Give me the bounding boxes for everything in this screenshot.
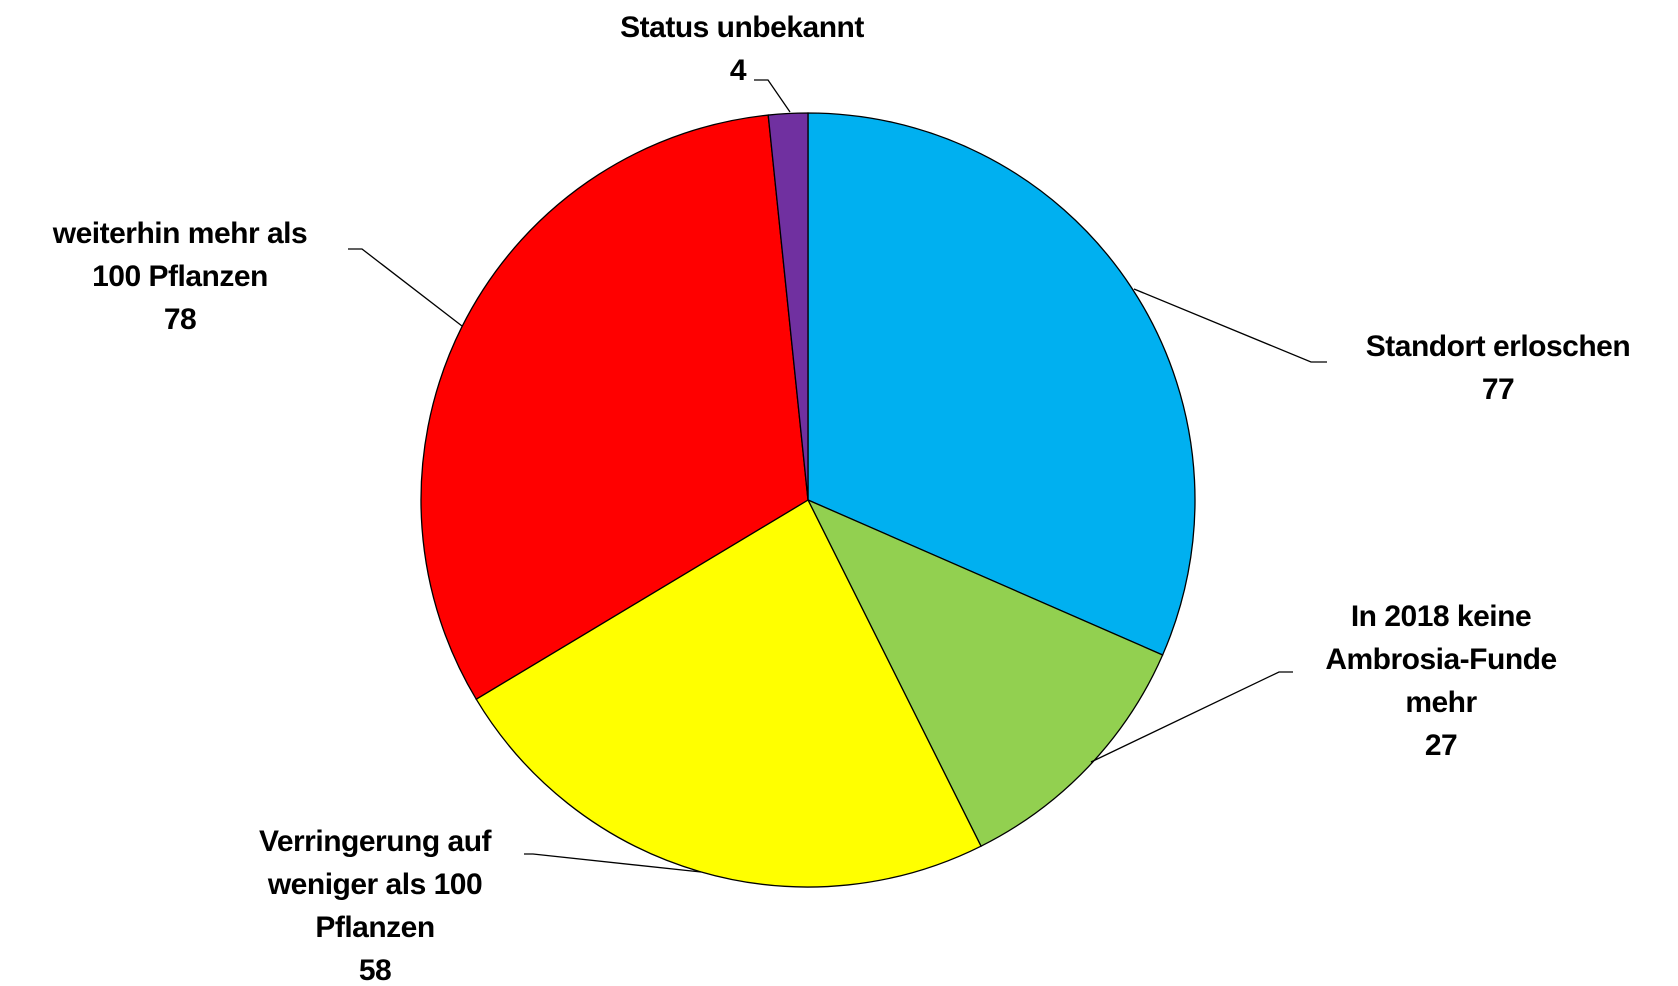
label-line: mehr (1405, 686, 1477, 719)
category-label: weiterhin mehr als 100 Pflanzen (52, 217, 307, 293)
slice (420, 114, 809, 701)
leader-line (1133, 288, 1327, 363)
leader-line (348, 248, 463, 327)
category-label: Status unbekannt (620, 11, 864, 44)
value-label: 78 (164, 303, 196, 336)
data-label: weiterhin mehr als 100 Pflanzen 78 (52, 217, 308, 336)
label-line: Standort erloschen (1366, 330, 1630, 363)
data-label: Standort erloschen 77 (1366, 330, 1631, 406)
leader-line (1090, 671, 1293, 763)
label-line: Ambrosia-Funde (1325, 643, 1556, 676)
label-line: weniger als 100 (267, 868, 482, 901)
value-label: 58 (359, 954, 391, 986)
slice (806, 498, 1164, 848)
slice (767, 112, 809, 501)
leader-line (754, 79, 791, 113)
label-line: Verringerung auf (259, 825, 493, 858)
data-label: In 2018 keine Ambrosia-Funde mehr 27 (1325, 600, 1557, 762)
slices (420, 112, 1196, 888)
label-line: In 2018 keine (1351, 600, 1531, 633)
label-line: Pflanzen (315, 911, 434, 944)
category-label: Standort erloschen (1366, 330, 1630, 363)
value-label: 77 (1482, 373, 1514, 406)
label-line: weiterhin mehr als (52, 217, 307, 250)
leader-line (524, 853, 702, 873)
value-label: 4 (730, 54, 747, 87)
category-label: Verringerung auf weniger als 100 Pflanzen (259, 825, 493, 944)
category-label: In 2018 keine Ambrosia-Funde mehr (1325, 600, 1556, 719)
value-label: 27 (1425, 729, 1457, 762)
data-label: Status unbekannt 4 (620, 11, 865, 87)
label-line: 100 Pflanzen (92, 260, 268, 293)
slice (807, 112, 1196, 656)
data-label: Verringerung auf weniger als 100 Pflanzen 5… (259, 825, 493, 986)
leader-lines (348, 79, 1327, 873)
label-line: Status unbekannt (620, 11, 864, 44)
